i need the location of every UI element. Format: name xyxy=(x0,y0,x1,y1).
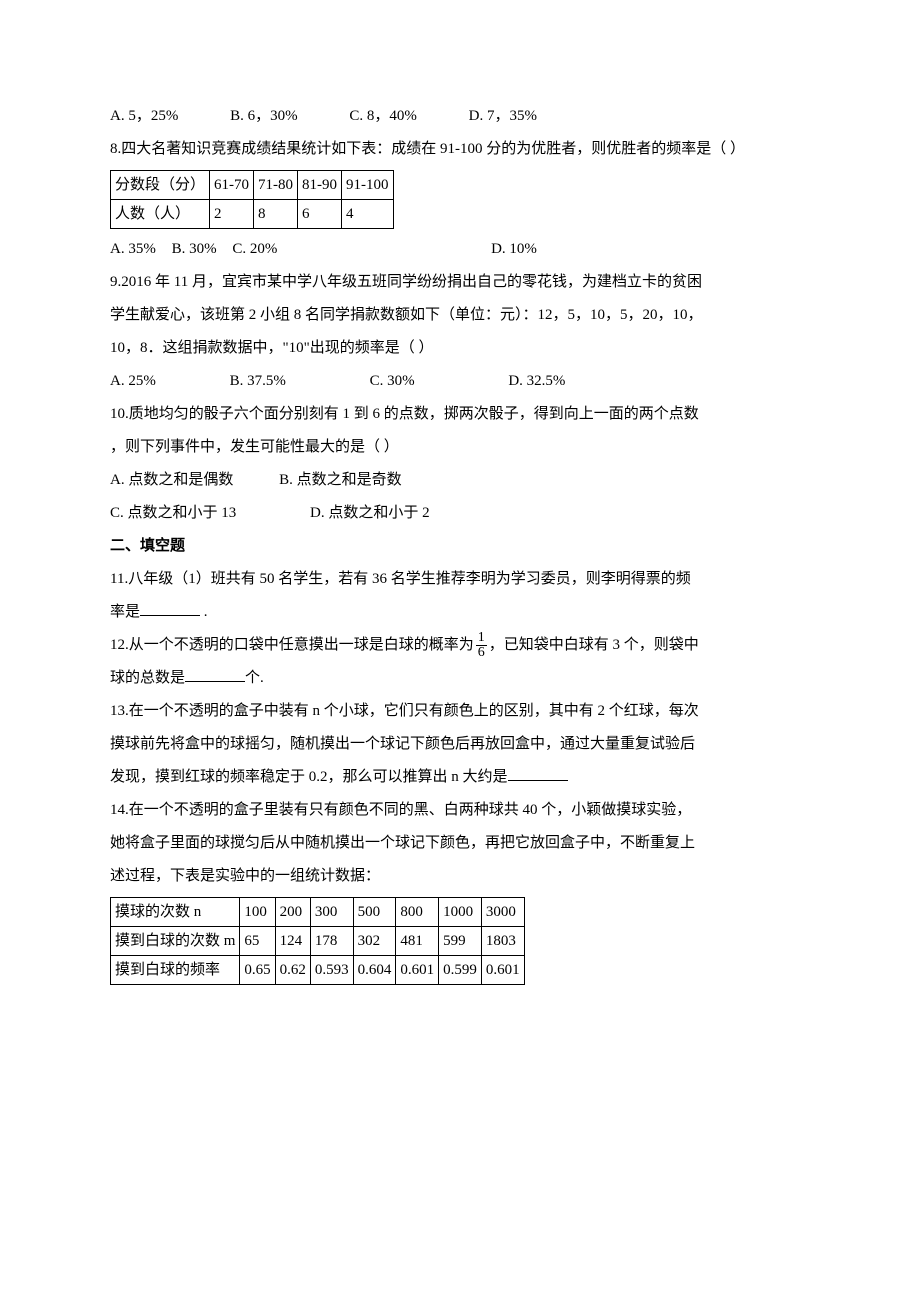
table-row: 摸球的次数 n 100 200 300 500 800 1000 3000 xyxy=(111,898,525,927)
opt-d: D. 32.5% xyxy=(508,373,565,389)
cell: 人数（人） xyxy=(111,200,210,229)
opt-d: D. 7，35% xyxy=(469,108,537,124)
opt-a: A. 5，25% xyxy=(110,108,178,124)
cell: 500 xyxy=(353,898,396,927)
opt-b: B. 37.5% xyxy=(230,373,286,389)
q9-l1: 9.2016 年 11 月，宜宾市某中学八年级五班同学纷纷捐出自己的零花钱，为建… xyxy=(110,266,810,299)
q7-options: A. 5，25% B. 6，30% C. 8，40% D. 7，35% xyxy=(110,100,810,133)
opt-a: A. 点数之和是偶数 xyxy=(110,472,233,488)
q8-stem: 8.四大名著知识竞赛成绩结果统计如下表：成绩在 91‐100 分的为优胜者，则优… xyxy=(110,133,810,166)
q10-l1: 10.质地均匀的骰子六个面分别刻有 1 到 6 的点数，掷两次骰子，得到向上一面… xyxy=(110,398,810,431)
cell: 481 xyxy=(396,927,439,956)
q9-options: A. 25% B. 37.5% C. 30% D. 32.5% xyxy=(110,365,810,398)
q14-l3: 述过程，下表是实验中的一组统计数据： xyxy=(110,860,810,893)
cell: 200 xyxy=(275,898,310,927)
opt-b: B. 6，30% xyxy=(230,108,298,124)
cell: 0.601 xyxy=(481,956,524,985)
cell: 1803 xyxy=(481,927,524,956)
q13-l3: 发现，摸到红球的频率稳定于 0.2，那么可以推算出 n 大约是 xyxy=(110,761,810,794)
opt-c: C. 8，40% xyxy=(349,108,417,124)
table-row: 摸到白球的频率 0.65 0.62 0.593 0.604 0.601 0.59… xyxy=(111,956,525,985)
cell: 1000 xyxy=(439,898,482,927)
cell: 4 xyxy=(342,200,394,229)
cell: 3000 xyxy=(481,898,524,927)
q13-l3a: 发现，摸到红球的频率稳定于 0.2，那么可以推算出 n 大约是 xyxy=(110,769,508,785)
blank-input[interactable] xyxy=(140,600,200,616)
cell: 0.65 xyxy=(240,956,275,985)
q14-table: 摸球的次数 n 100 200 300 500 800 1000 3000 摸到… xyxy=(110,897,525,985)
q12-l2: 球的总数是 个. xyxy=(110,662,810,695)
cell: 0.604 xyxy=(353,956,396,985)
q13-l1: 13.在一个不透明的盒子中装有 n 个小球，它们只有颜色上的区别，其中有 2 个… xyxy=(110,695,810,728)
cell: 分数段（分） xyxy=(111,171,210,200)
opt-c: C. 点数之和小于 13 xyxy=(110,505,236,521)
q10-opts-ab: A. 点数之和是偶数 B. 点数之和是奇数 xyxy=(110,464,810,497)
cell: 71‐80 xyxy=(254,171,298,200)
cell: 124 xyxy=(275,927,310,956)
frac-den: 6 xyxy=(476,646,487,660)
cell: 178 xyxy=(310,927,353,956)
cell: 摸到白球的频率 xyxy=(111,956,240,985)
cell: 91‐100 xyxy=(342,171,394,200)
cell: 0.599 xyxy=(439,956,482,985)
q12-l1a: 12.从一个不透明的口袋中任意摸出一球是白球的概率为 xyxy=(110,637,474,653)
cell: 599 xyxy=(439,927,482,956)
cell: 6 xyxy=(298,200,342,229)
cell: 100 xyxy=(240,898,275,927)
cell: 0.593 xyxy=(310,956,353,985)
q11-l2: 率是 . xyxy=(110,596,810,629)
q11-l1: 11.八年级（1）班共有 50 名学生，若有 36 名学生推荐李明为学习委员，则… xyxy=(110,563,810,596)
opt-a: A. 35% xyxy=(110,241,156,257)
q8-options: A. 35% B. 30% C. 20% D. 10% xyxy=(110,233,810,266)
q12-l1: 12.从一个不透明的口袋中任意摸出一球是白球的概率为16，已知袋中白球有 3 个… xyxy=(110,629,810,662)
frac-num: 1 xyxy=(476,631,487,646)
q12-l1b: ，已知袋中白球有 3 个，则袋中 xyxy=(489,637,699,653)
cell: 65 xyxy=(240,927,275,956)
cell: 摸球的次数 n xyxy=(111,898,240,927)
table-row: 人数（人） 2 8 6 4 xyxy=(111,200,394,229)
cell: 2 xyxy=(210,200,254,229)
cell: 300 xyxy=(310,898,353,927)
cell: 8 xyxy=(254,200,298,229)
q12-l2a: 球的总数是 xyxy=(110,670,185,686)
q14-l1: 14.在一个不透明的盒子里装有只有颜色不同的黑、白两种球共 40 个，小颖做摸球… xyxy=(110,794,810,827)
cell: 800 xyxy=(396,898,439,927)
q14-l2: 她将盒子里面的球搅匀后从中随机摸出一个球记下颜色，再把它放回盒子中，不断重复上 xyxy=(110,827,810,860)
blank-input[interactable] xyxy=(508,765,568,781)
cell: 81‐90 xyxy=(298,171,342,200)
q9-l2: 学生献爱心，该班第 2 小组 8 名同学捐款数额如下（单位：元）：12，5，10… xyxy=(110,299,810,332)
q9-l3: 10，8．这组捐款数据中，"10"出现的频率是（ ） xyxy=(110,332,810,365)
q13-l2: 摸球前先将盒中的球摇匀，随机摸出一个球记下颜色后再放回盒中，通过大量重复试验后 xyxy=(110,728,810,761)
q12-l2b: 个. xyxy=(245,670,264,686)
cell: 摸到白球的次数 m xyxy=(111,927,240,956)
q11-l2a: 率是 xyxy=(110,604,140,620)
opt-d: D. 点数之和小于 2 xyxy=(310,505,430,521)
q8-table: 分数段（分） 61‐70 71‐80 81‐90 91‐100 人数（人） 2 … xyxy=(110,170,394,229)
fraction: 16 xyxy=(476,631,487,660)
table-row: 分数段（分） 61‐70 71‐80 81‐90 91‐100 xyxy=(111,171,394,200)
q11-l2b: . xyxy=(200,604,208,620)
opt-b: B. 30% xyxy=(172,241,217,257)
opt-d: D. 10% xyxy=(491,241,537,257)
opt-c: C. 20% xyxy=(232,241,277,257)
opt-c: C. 30% xyxy=(370,373,415,389)
q10-l2: ，则下列事件中，发生可能性最大的是（ ） xyxy=(110,431,810,464)
table-row: 摸到白球的次数 m 65 124 178 302 481 599 1803 xyxy=(111,927,525,956)
q10-opts-cd: C. 点数之和小于 13 D. 点数之和小于 2 xyxy=(110,497,810,530)
cell: 0.601 xyxy=(396,956,439,985)
section-2-title: 二、填空题 xyxy=(110,530,810,563)
cell: 0.62 xyxy=(275,956,310,985)
blank-input[interactable] xyxy=(185,666,245,682)
cell: 61‐70 xyxy=(210,171,254,200)
opt-b: B. 点数之和是奇数 xyxy=(279,472,402,488)
cell: 302 xyxy=(353,927,396,956)
opt-a: A. 25% xyxy=(110,373,156,389)
